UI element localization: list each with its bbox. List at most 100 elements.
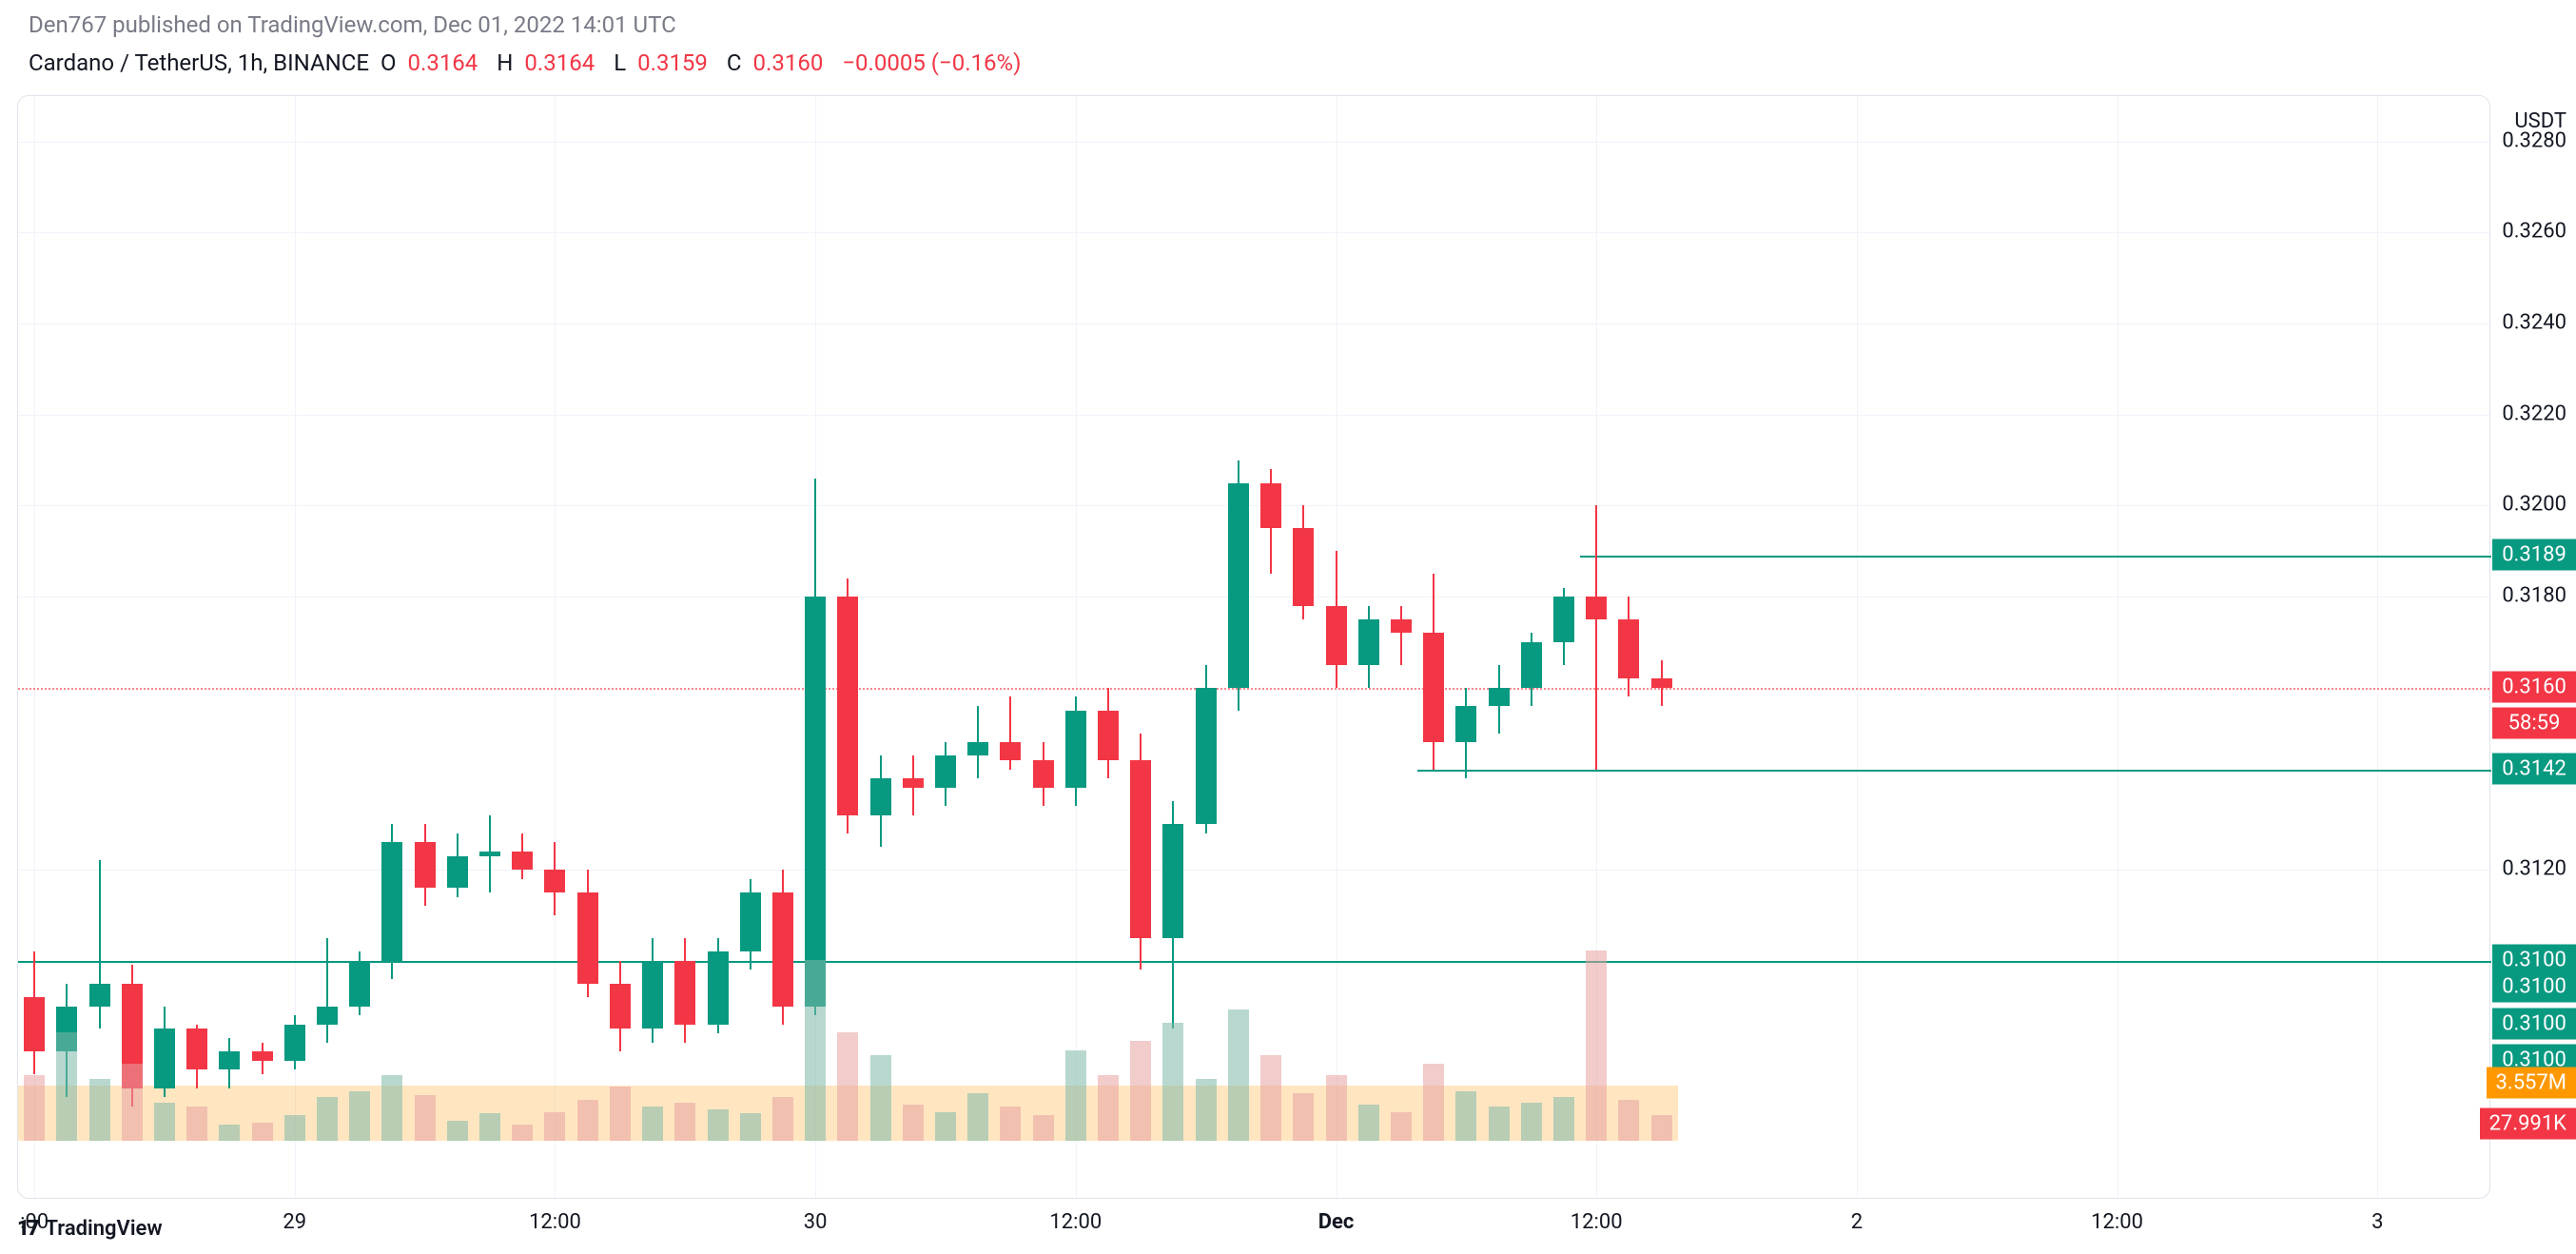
candlestick[interactable] [219, 96, 240, 1143]
ohlc-c-label: C [727, 49, 742, 76]
candle-body [740, 892, 761, 951]
candlestick[interactable] [1130, 96, 1151, 1143]
ohlc-change: −0.0005 (−0.16%) [842, 49, 1021, 76]
candlestick[interactable] [1651, 96, 1672, 1143]
candle-body [674, 961, 695, 1025]
footer-brand: 17 TradingView [17, 1217, 163, 1241]
candlestick[interactable] [154, 96, 175, 1143]
candlestick[interactable] [1260, 96, 1281, 1143]
chart-area[interactable]: :002912:003012:00Dec12:00212:003 [17, 95, 2490, 1199]
candlestick[interactable] [642, 96, 663, 1143]
volume-bar [1260, 1055, 1281, 1141]
candlestick[interactable] [772, 96, 793, 1143]
candlestick[interactable] [674, 96, 695, 1143]
candlestick[interactable] [544, 96, 565, 1143]
candlestick[interactable] [740, 96, 761, 1143]
candlestick[interactable] [1228, 96, 1249, 1143]
candlestick[interactable] [610, 96, 631, 1143]
volume-bar [512, 1125, 533, 1141]
candlestick[interactable] [447, 96, 468, 1143]
volume-bar [219, 1125, 240, 1141]
candle-body [577, 892, 598, 984]
candle-body [1228, 483, 1249, 688]
candle-body [642, 961, 663, 1029]
candle-body [1651, 678, 1672, 688]
candle-wick [326, 938, 328, 1043]
candle-body [935, 755, 956, 787]
candlestick[interactable] [1196, 96, 1217, 1143]
horizontal-line[interactable] [1417, 770, 2491, 772]
candlestick[interactable] [837, 96, 858, 1143]
candle-body [252, 1051, 273, 1061]
candle-body [89, 984, 110, 1007]
y-axis-label: 0.3220 [2502, 402, 2566, 425]
candlestick[interactable] [1489, 96, 1510, 1143]
candlestick[interactable] [967, 96, 988, 1143]
volume-bar [122, 1064, 143, 1141]
candlestick[interactable] [317, 96, 338, 1143]
candle-body [1065, 711, 1086, 788]
candlestick[interactable] [512, 96, 533, 1143]
candlestick[interactable] [122, 96, 143, 1143]
candlestick[interactable] [1521, 96, 1542, 1143]
horizontal-line[interactable] [1580, 556, 2491, 558]
candle-body [1423, 633, 1444, 742]
volume-bar [349, 1091, 370, 1141]
candlestick[interactable] [252, 96, 273, 1143]
candlestick[interactable] [1000, 96, 1021, 1143]
candlestick[interactable] [381, 96, 402, 1143]
candlestick[interactable] [1162, 96, 1183, 1143]
candlestick[interactable] [1553, 96, 1574, 1143]
volume-bar [284, 1115, 305, 1141]
candlestick[interactable] [1326, 96, 1347, 1143]
candle-body [1098, 711, 1119, 761]
candlestick[interactable] [56, 96, 77, 1143]
grid-line-v [2377, 96, 2378, 1198]
candlestick[interactable] [935, 96, 956, 1143]
price-tag: 0.3100 [2492, 971, 2576, 1003]
candlestick[interactable] [708, 96, 729, 1143]
candle-body [708, 951, 729, 1025]
candlestick[interactable] [1391, 96, 1412, 1143]
candle-body [967, 742, 988, 755]
volume-bar [903, 1105, 924, 1141]
candlestick[interactable] [1455, 96, 1476, 1143]
price-tag: 0.3160 [2492, 671, 2576, 702]
candlestick[interactable] [24, 96, 45, 1143]
publish-header: Den767 published on TradingView.com, Dec… [0, 0, 2576, 46]
candlestick[interactable] [1098, 96, 1119, 1143]
ohlc-l-val: 0.3159 [637, 49, 708, 76]
candlestick[interactable] [1293, 96, 1314, 1143]
volume-bar [447, 1121, 468, 1141]
candlestick[interactable] [89, 96, 110, 1143]
candlestick[interactable] [349, 96, 370, 1143]
candlestick[interactable] [1033, 96, 1054, 1143]
x-axis-label: Dec [1318, 1210, 1355, 1234]
candlestick[interactable] [903, 96, 924, 1143]
candlestick[interactable] [284, 96, 305, 1143]
volume-bar [1618, 1100, 1639, 1141]
candlestick[interactable] [1423, 96, 1444, 1143]
y-axis-label: 0.3120 [2502, 857, 2566, 881]
candlestick[interactable] [415, 96, 436, 1143]
candle-body [1293, 528, 1314, 605]
candlestick[interactable] [186, 96, 207, 1143]
candle-body [805, 597, 826, 1006]
volume-bar [577, 1100, 598, 1141]
candlestick[interactable] [1618, 96, 1639, 1143]
candle-body [1326, 606, 1347, 665]
candlestick[interactable] [479, 96, 500, 1143]
volume-bar [674, 1103, 695, 1141]
candlestick[interactable] [577, 96, 598, 1143]
candlestick[interactable] [870, 96, 891, 1143]
candlestick[interactable] [1358, 96, 1379, 1143]
candle-body [1489, 688, 1510, 706]
volume-bar [1293, 1093, 1314, 1141]
grid-line-v [2117, 96, 2118, 1198]
candle-body [381, 842, 402, 960]
candle-body [154, 1029, 175, 1087]
candlestick[interactable] [1065, 96, 1086, 1143]
candle-body [317, 1007, 338, 1025]
candle-body [415, 842, 436, 888]
volume-bar [1455, 1091, 1476, 1141]
